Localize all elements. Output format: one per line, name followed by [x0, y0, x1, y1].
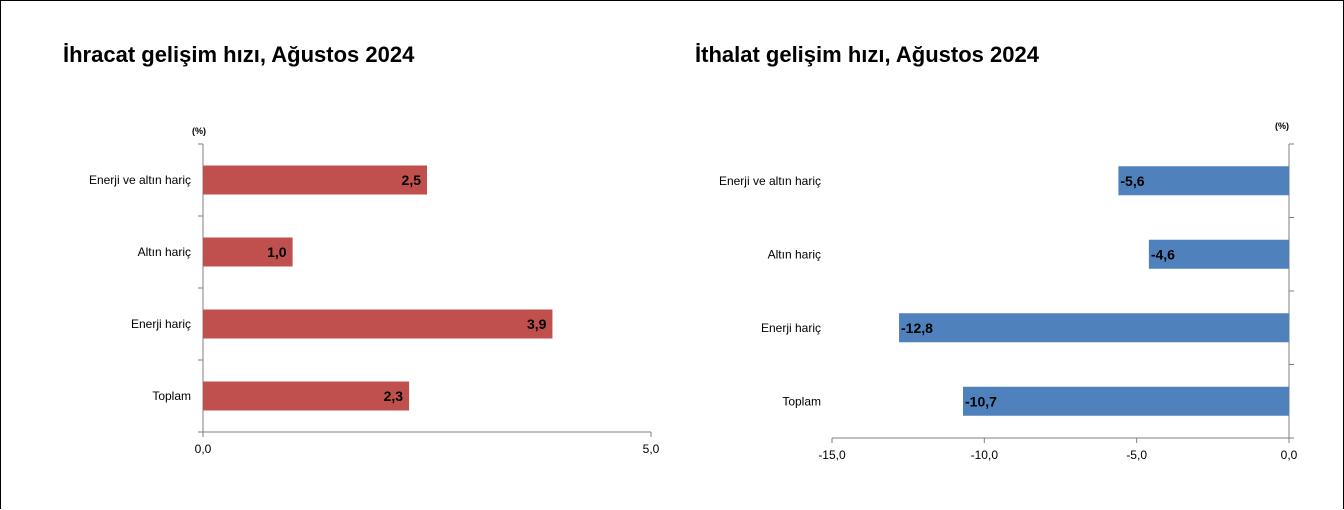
exports-bar [203, 165, 427, 195]
imports-category-label: Enerji ve altın hariç [719, 174, 821, 188]
imports-unit-label: (%) [1275, 121, 1289, 131]
imports-category-label: Enerji hariç [761, 321, 821, 335]
imports-data-label: -10,7 [965, 393, 997, 409]
exports-data-label: 2,5 [402, 172, 422, 188]
exports-bar [203, 237, 293, 267]
imports-bar [899, 313, 1289, 343]
imports-data-label: -12,8 [901, 320, 933, 336]
exports-bar-chart: 0,0 5,0 (%) Enerji ve altın hariç 2,5 Altın h… [89, 126, 660, 456]
exports-category-label: Altın hariç [138, 245, 191, 259]
chart-title-exports: İhracat gelişim hızı, Ağustos 2024 [63, 42, 415, 67]
exports-value-tick-label: 5,0 [643, 442, 660, 456]
imports-bar [1118, 166, 1289, 196]
exports-data-label: 2,3 [384, 388, 404, 404]
exports-data-label: 3,9 [527, 316, 547, 332]
imports-value-tick-label: -10,0 [971, 448, 999, 462]
exports-value-tick-label: 0,0 [195, 442, 212, 456]
imports-bar [963, 386, 1289, 416]
imports-value-tick-label: -5,0 [1126, 448, 1147, 462]
imports-category-label: Toplam [782, 394, 821, 408]
imports-data-label: -4,6 [1151, 246, 1175, 262]
exports-data-label: 1,0 [267, 244, 287, 260]
imports-value-tick-label: 0,0 [1281, 448, 1298, 462]
exports-bar [203, 381, 410, 411]
exports-category-label: Toplam [152, 389, 191, 403]
imports-value-tick-label: -15,0 [818, 448, 846, 462]
imports-category-label: Altın hariç [768, 247, 821, 261]
chart-title-imports: İthalat gelişim hızı, Ağustos 2024 [695, 42, 1039, 67]
imports-data-label: -5,6 [1120, 173, 1144, 189]
imports-bar [1148, 239, 1289, 269]
exports-category-label: Enerji hariç [131, 317, 191, 331]
exports-category-label: Enerji ve altın hariç [89, 173, 191, 187]
exports-bar [203, 309, 553, 339]
exports-unit-label: (%) [192, 126, 206, 136]
